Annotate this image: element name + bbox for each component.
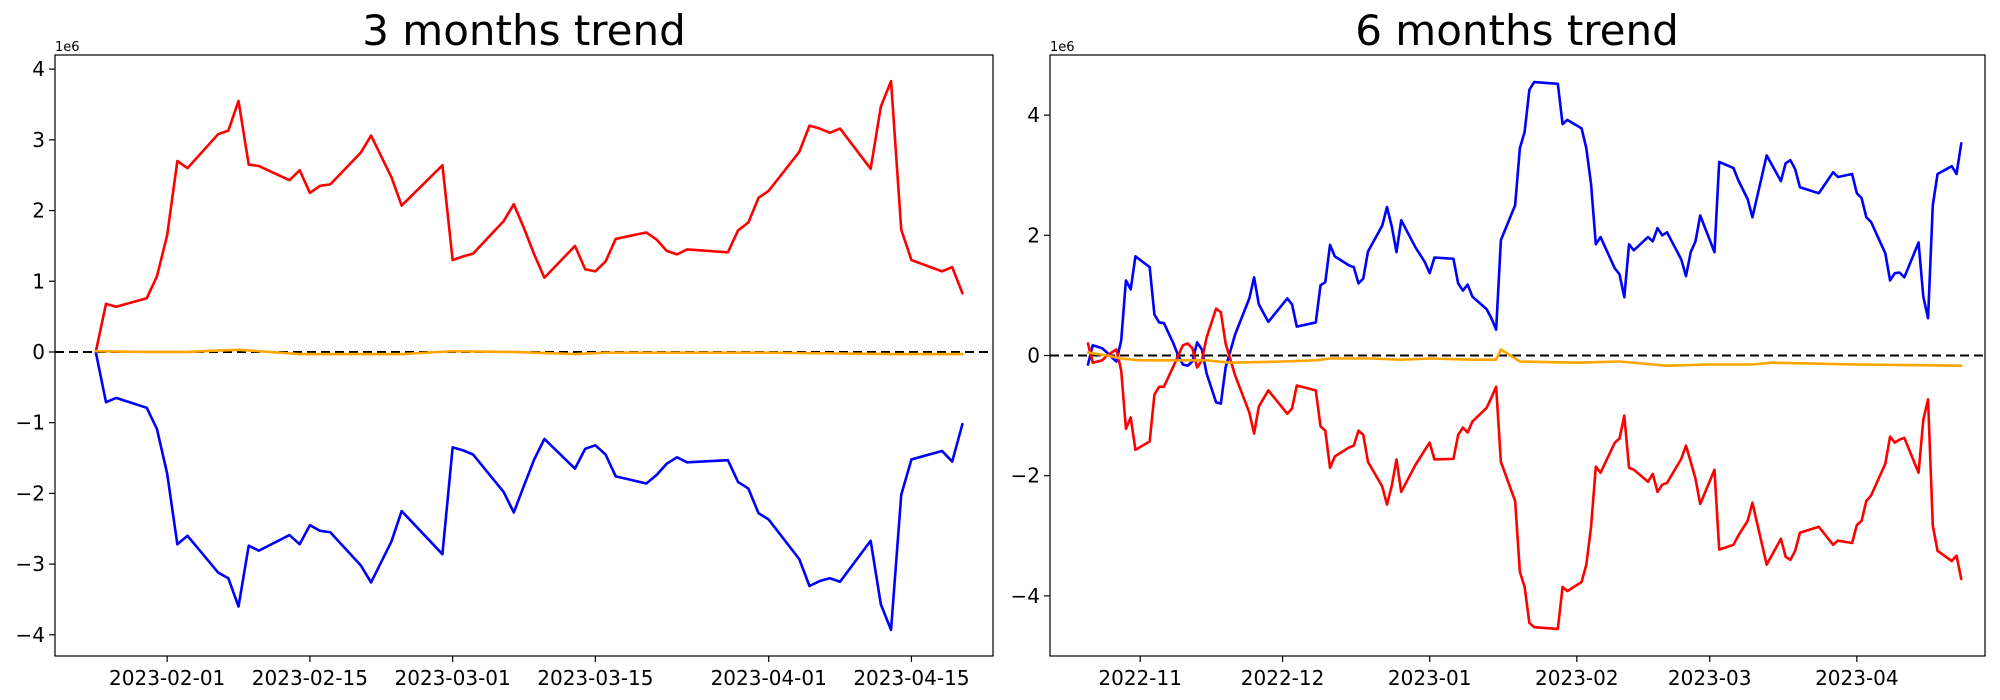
orange-series-line [1086,348,1963,368]
axes: −4 −2 0 2 4 2022-11 2022-12 2023-01 2023-02 2023-… [1011,103,1899,690]
y-tick-label: 0 [1027,344,1040,368]
x-tick-label: 2023-04 [1815,666,1899,690]
y-tick-label: 4 [1027,103,1040,127]
y-tick-label: 2 [1027,223,1040,247]
red-series-line [94,79,964,354]
x-tick-label: 2023-03 [1668,666,1752,690]
x-tick-label: 2023-02-15 [252,666,368,690]
x-tick-label: 2023-03-15 [537,666,653,690]
y-offset-label: 1e6 [1050,40,1075,55]
axes: −4 −3 −2 −1 0 1 2 3 4 2023-02-01 2023-02-15 2023-03… [16,57,970,690]
x-tick-label: 2023-04-15 [853,666,969,690]
x-tick-label: 2022-11 [1098,666,1182,690]
x-tick-label: 2023-04-01 [711,666,827,690]
y-tick-label: 2 [32,199,45,223]
y-tick-label: 1 [32,269,45,293]
plot-area [1050,80,1985,631]
chart-3-months: 3 months trend 1e6 −4 −3 −2 −1 0 1 2 3 4 2023-02-… [16,6,994,690]
y-tick-label: −3 [16,552,45,576]
y-tick-label: −4 [16,623,45,647]
x-tick-label: 2022-12 [1241,666,1325,690]
chart-6-months: 6 months trend 1e6 −4 −2 0 2 4 2022-11 2022-12… [1011,6,1986,690]
y-tick-label: 0 [32,340,45,364]
y-offset-label: 1e6 [55,40,80,55]
x-tick-label: 2023-02 [1535,666,1619,690]
x-tick-label: 2023-02-01 [109,666,225,690]
plot-frame [1049,54,1986,657]
y-tick-label: −4 [1011,584,1040,608]
y-tick-label: −1 [16,411,45,435]
plot-area [55,79,993,632]
x-tick-label: 2023-01 [1388,666,1472,690]
plot-frame [54,54,994,657]
blue-series-line [94,350,964,632]
y-tick-label: −2 [16,481,45,505]
y-tick-label: −2 [1011,464,1040,488]
x-tick-label: 2023-03-01 [395,666,511,690]
red-series-line [1086,307,1963,631]
chart-title: 6 months trend [1355,6,1679,55]
chart-title: 3 months trend [362,6,686,55]
orange-series-line [94,348,964,356]
y-tick-label: 4 [32,57,45,81]
y-tick-label: 3 [32,128,45,152]
